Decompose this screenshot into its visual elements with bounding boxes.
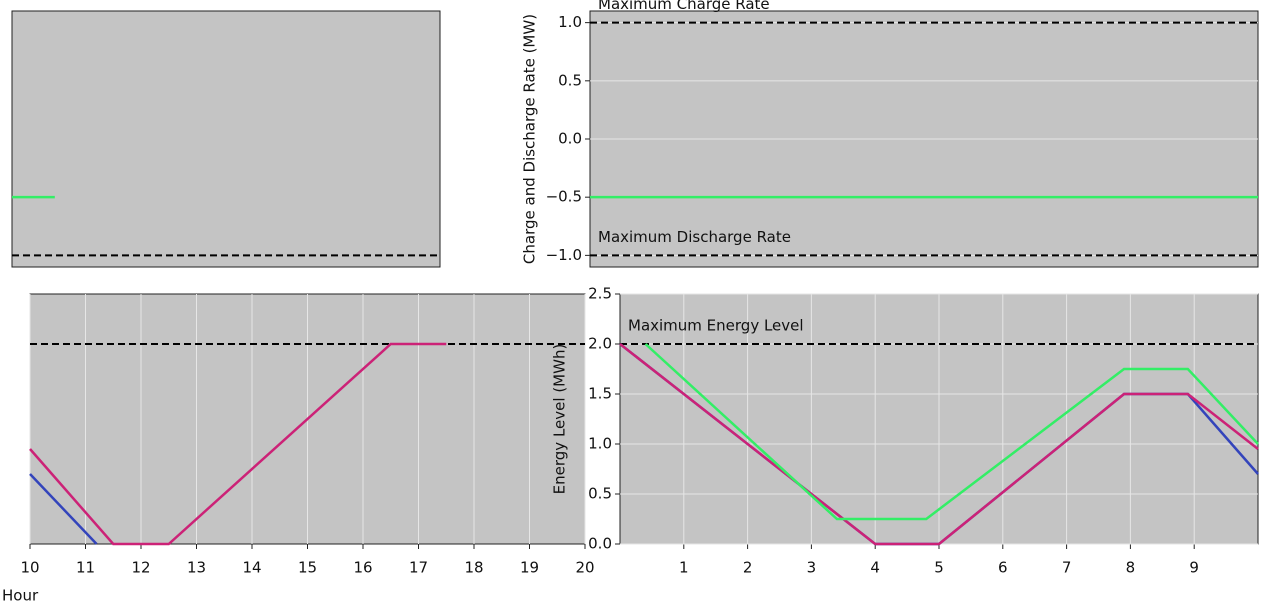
x-tick-label: 5 xyxy=(934,559,944,577)
x-tick-label: 2 xyxy=(743,559,753,577)
y-axis-label: Energy Level (MWh) xyxy=(551,344,569,495)
x-tick-label: 11 xyxy=(76,559,95,577)
x-tick-label: 4 xyxy=(870,559,880,577)
y-tick-label: 0.5 xyxy=(558,71,582,89)
limit-label: Maximum Energy Level xyxy=(628,317,804,335)
x-tick-label: 3 xyxy=(807,559,817,577)
x-tick-label: 19 xyxy=(520,559,539,577)
plot-area xyxy=(12,11,440,267)
x-tick-label: 17 xyxy=(409,559,428,577)
x-tick-label: 16 xyxy=(353,559,372,577)
x-tick-label: 12 xyxy=(131,559,150,577)
x-tick-label: 14 xyxy=(242,559,261,577)
y-tick-label: 1.0 xyxy=(558,13,582,31)
x-tick-label: 6 xyxy=(998,559,1008,577)
y-tick-label: 0.0 xyxy=(588,535,612,553)
figure: −1.0 −0.5 0.0 0.5 1.0 Charge and Discharge Ra… xyxy=(0,0,1262,604)
x-tick-label: 20 xyxy=(575,559,594,577)
x-axis-label: Hour xyxy=(2,587,39,604)
x-tick-label: 18 xyxy=(464,559,483,577)
y-axis-label: Charge and Discharge Rate (MW) xyxy=(521,14,539,264)
y-tick-label: −1.0 xyxy=(546,246,582,264)
y-tick-label: 2.5 xyxy=(588,285,612,303)
x-tick-label: 1 xyxy=(679,559,689,577)
y-tick-label: −0.5 xyxy=(546,188,582,206)
x-tick-label: 10 xyxy=(20,559,39,577)
limit-label: Maximum Discharge Rate xyxy=(598,228,791,246)
y-tick-label: 1.0 xyxy=(588,435,612,453)
y-tick-label: 0.5 xyxy=(588,485,612,503)
x-tick-label: 13 xyxy=(187,559,206,577)
x-tick-label: 7 xyxy=(1062,559,1072,577)
y-tick-label: 1.5 xyxy=(588,385,612,403)
x-tick-label: 9 xyxy=(1189,559,1199,577)
limit-label: Maximum Charge Rate xyxy=(598,0,770,13)
x-tick-label: 8 xyxy=(1126,559,1136,577)
y-tick-label: 2.0 xyxy=(588,335,612,353)
x-tick-label: 15 xyxy=(298,559,317,577)
y-tick-label: 0.0 xyxy=(558,130,582,148)
